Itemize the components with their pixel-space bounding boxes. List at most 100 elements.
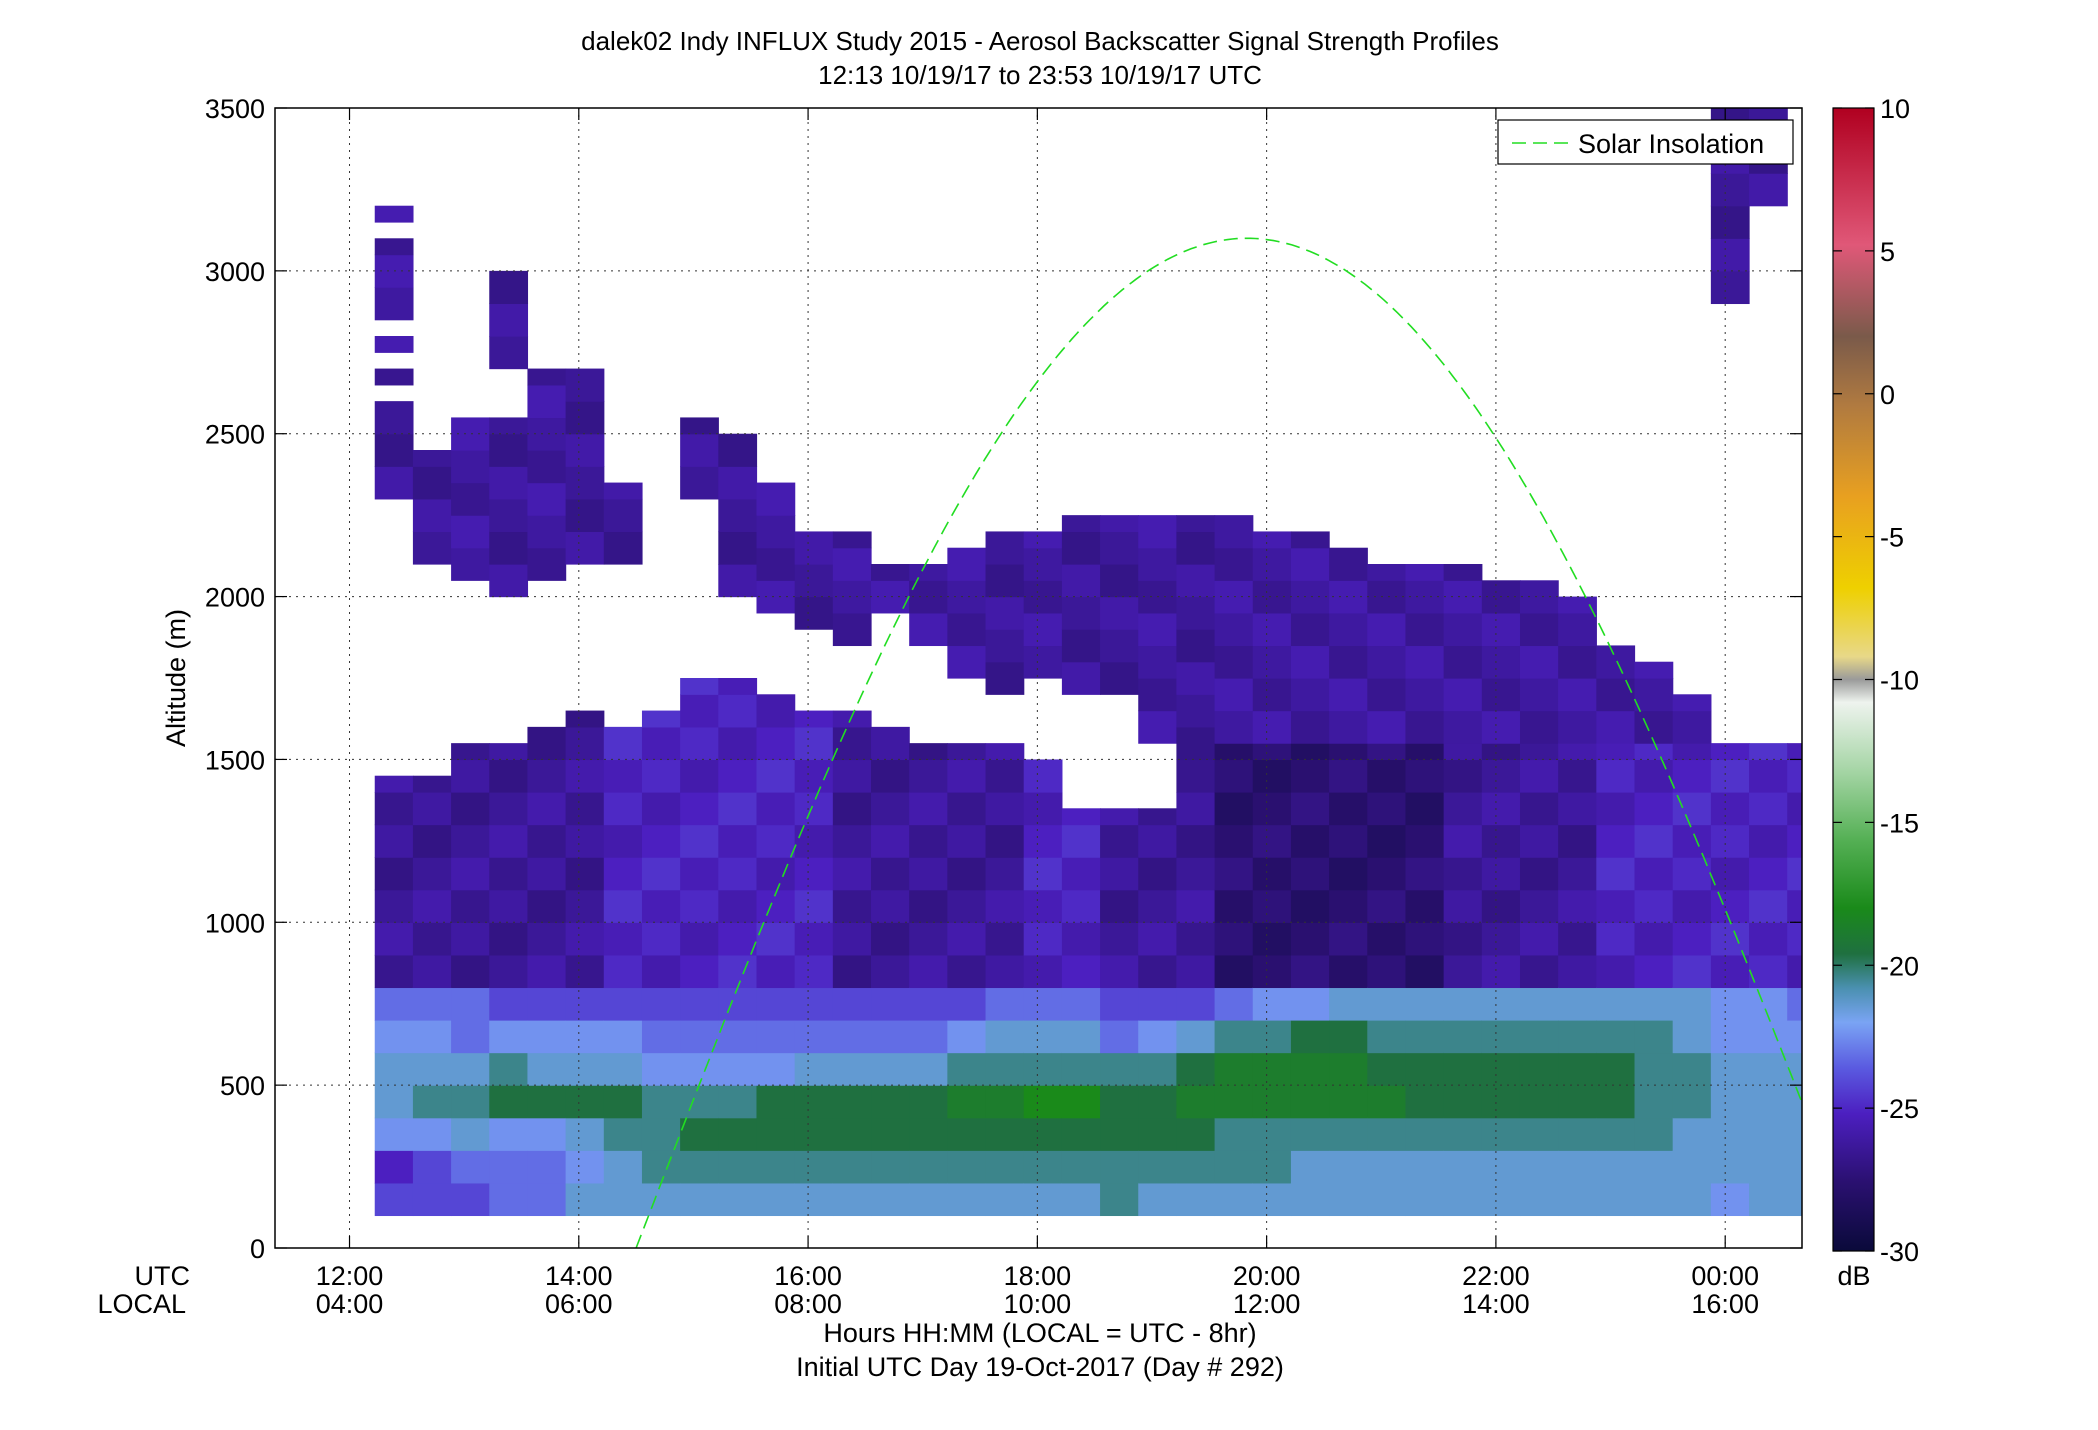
backscatter-cell — [565, 1052, 605, 1086]
backscatter-cell — [1558, 1052, 1597, 1086]
backscatter-cell — [1100, 661, 1139, 695]
backscatter-cell — [756, 694, 796, 728]
backscatter-cell — [1214, 954, 1254, 989]
backscatter-cell — [1214, 710, 1254, 744]
backscatter-cell — [1329, 743, 1368, 761]
y-tick-label: 3500 — [205, 94, 265, 124]
backscatter-cell — [756, 1117, 796, 1151]
backscatter-cell — [1367, 954, 1407, 989]
backscatter-cell — [947, 743, 987, 761]
backscatter-cell — [374, 1052, 414, 1086]
backscatter-cell — [489, 1085, 529, 1119]
backscatter-cell — [527, 515, 567, 549]
y-tick-label: 500 — [220, 1071, 265, 1101]
backscatter-cell — [871, 987, 910, 1021]
backscatter-cell — [641, 1020, 681, 1054]
backscatter-cell — [947, 759, 987, 793]
backscatter-cell — [1290, 645, 1330, 679]
backscatter-cell — [603, 922, 643, 956]
backscatter-cell — [909, 564, 948, 581]
backscatter-cell — [603, 824, 643, 858]
backscatter-cell — [718, 987, 758, 1021]
y-tick-label: 0 — [250, 1234, 265, 1264]
backscatter-cell — [1405, 1052, 1445, 1086]
backscatter-cell — [1176, 1020, 1216, 1054]
backscatter-cell — [565, 824, 605, 858]
backscatter-cell — [1519, 857, 1559, 891]
backscatter-cell — [1214, 678, 1254, 712]
backscatter-cell — [489, 792, 529, 826]
backscatter-cell — [832, 1150, 872, 1184]
backscatter-cell — [756, 1150, 796, 1184]
backscatter-cell — [412, 954, 452, 989]
backscatter-cell — [794, 954, 834, 989]
backscatter-cell — [1519, 710, 1559, 744]
backscatter-cell — [1405, 987, 1445, 1021]
backscatter-cell — [1252, 1052, 1292, 1086]
backscatter-cell — [680, 987, 719, 1021]
backscatter-cell — [1329, 1020, 1368, 1054]
backscatter-cell — [1710, 857, 1750, 891]
backscatter-cell — [1558, 1182, 1597, 1217]
backscatter-cell — [1100, 1052, 1139, 1086]
backscatter-cell — [565, 498, 605, 533]
backscatter-cell — [374, 987, 414, 1021]
backscatter-cell — [1710, 889, 1750, 923]
backscatter-cell — [871, 1052, 910, 1086]
backscatter-cell — [1443, 759, 1483, 793]
backscatter-cell — [527, 417, 567, 451]
backscatter-cell — [1176, 792, 1216, 826]
backscatter-cell — [1519, 743, 1559, 761]
backscatter-cell — [451, 417, 490, 451]
backscatter-cell — [1405, 1117, 1445, 1151]
backscatter-cell — [451, 824, 490, 858]
backscatter-cell — [832, 1020, 872, 1054]
backscatter-cell — [1061, 1085, 1101, 1119]
backscatter-cell — [947, 645, 987, 679]
backscatter-cell — [1672, 792, 1712, 826]
backscatter-cell — [641, 1150, 681, 1184]
backscatter-cell — [1138, 710, 1178, 744]
backscatter-cell — [756, 726, 796, 761]
backscatter-cell — [1634, 1085, 1674, 1119]
backscatter-cell — [527, 1150, 567, 1184]
backscatter-cell — [1252, 987, 1292, 1021]
backscatter-cell — [985, 1085, 1025, 1119]
backscatter-cell — [1443, 1117, 1483, 1151]
y-tick-label: 1000 — [205, 908, 265, 938]
backscatter-cell — [1672, 710, 1712, 744]
backscatter-cell — [871, 564, 910, 581]
backscatter-cell — [565, 710, 605, 728]
backscatter-cell — [794, 922, 834, 956]
backscatter-cell — [1061, 987, 1101, 1021]
backscatter-cell — [1214, 1085, 1254, 1119]
colorbar-tick-label: -15 — [1880, 808, 1919, 838]
backscatter-cell — [718, 466, 758, 500]
backscatter-cell — [489, 433, 529, 467]
colorbar: 10 5 0 -5 -10 -15 -20 -25 -30 dB — [1832, 94, 1919, 1291]
backscatter-cell — [1787, 1182, 1802, 1217]
backscatter-cell — [451, 889, 490, 923]
backscatter-cell — [565, 466, 605, 500]
backscatter-cell — [1138, 857, 1178, 891]
backscatter-cell — [451, 987, 490, 1021]
backscatter-cell — [756, 922, 796, 956]
backscatter-cell — [1023, 1020, 1063, 1054]
backscatter-cell — [1443, 1052, 1483, 1086]
backscatter-cell — [565, 1150, 605, 1184]
backscatter-cell — [1558, 922, 1597, 956]
backscatter-cell — [603, 759, 643, 793]
backscatter-cell — [412, 531, 452, 565]
backscatter-cell — [1710, 238, 1750, 272]
backscatter-cell — [1519, 792, 1559, 826]
backscatter-cell — [1367, 1117, 1407, 1151]
backscatter-cell — [565, 401, 605, 435]
backscatter-cell — [451, 1052, 490, 1086]
backscatter-cell — [1290, 1020, 1330, 1054]
backscatter-cell — [412, 987, 452, 1021]
backscatter-cell — [1558, 889, 1597, 923]
backscatter-cell — [718, 694, 758, 728]
backscatter-cell — [1634, 1020, 1674, 1054]
backscatter-cell — [1061, 1182, 1101, 1217]
backscatter-cell — [527, 1052, 567, 1086]
